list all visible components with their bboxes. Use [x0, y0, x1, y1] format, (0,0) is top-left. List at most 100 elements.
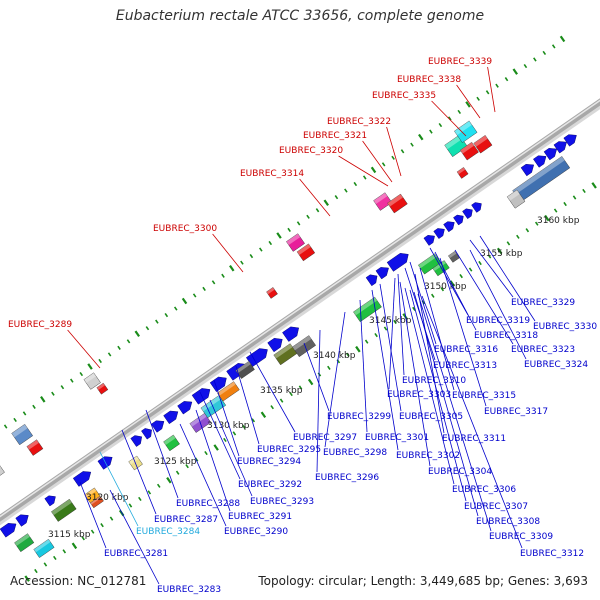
scale-label: 3160 kbp [537, 216, 580, 226]
feature-block-top-shape [473, 135, 493, 154]
feature-block-top-shape [26, 439, 44, 456]
gene-label-bottom: EUBREC_3309 [489, 532, 553, 542]
gene-arrow-shape [443, 221, 455, 233]
gene-label-bottom: EUBREC_3283 [157, 585, 221, 595]
scale-tick [563, 201, 567, 207]
scale-tick [582, 188, 586, 194]
gene-label-bottom: EUBREC_3318 [474, 331, 538, 341]
leader-line [431, 100, 467, 137]
gene-label-bottom: EUBREC_3295 [257, 445, 321, 455]
scale-tick [213, 444, 219, 451]
scale-label: 3155 kbp [480, 249, 523, 259]
scale-tick [306, 214, 310, 219]
gene-label-bottom: EUBREC_3298 [323, 448, 387, 458]
feature-block-shine [273, 343, 293, 359]
leader-line [199, 391, 241, 480]
gene-label-bottom: EUBREC_3311 [442, 434, 506, 444]
gene-label-bottom: EUBREC_3315 [452, 391, 516, 401]
scale-tick [251, 418, 256, 423]
feature-block-top [387, 193, 408, 214]
scale-ring-ticks [3, 35, 597, 582]
gene-arrow-shape [163, 410, 179, 425]
gene-label-top: EUBREC_3338 [397, 75, 461, 85]
gene-arrow [433, 228, 445, 239]
gene-arrow-shape [191, 388, 211, 405]
feature-block-shape [14, 533, 35, 553]
gene-label-bottom: EUBREC_3293 [250, 497, 314, 507]
gene-arrow-shape [72, 471, 92, 487]
gene-arrow [543, 148, 558, 161]
scale-tick [117, 345, 121, 350]
genome-backbone [0, 98, 600, 522]
leader-line [487, 66, 496, 113]
gene-label-top: EUBREC_3289 [8, 320, 72, 330]
scale-tick [485, 90, 490, 95]
scale-tick [495, 83, 499, 88]
scale-tick [70, 378, 74, 383]
gene-arrow [177, 401, 193, 415]
scale-tick [249, 254, 254, 259]
scale-tick [553, 208, 558, 213]
scale-tick [13, 417, 17, 423]
gene-arrow [443, 221, 455, 233]
scale-tick [542, 50, 547, 56]
gene-label-bottom: EUBREC_3307 [464, 502, 528, 512]
feature-block-top-shine [454, 120, 472, 136]
feature-block [163, 434, 180, 452]
gene-label-bottom: EUBREC_3299 [327, 412, 391, 422]
scale-tick [71, 542, 78, 550]
scale-label: 3125 kbp [154, 457, 197, 467]
leader-line [316, 329, 321, 473]
gene-label-bottom: EUBREC_3290 [224, 527, 288, 537]
feature-block-top-shape [296, 243, 316, 262]
scale-tick [523, 63, 528, 69]
scale-tick [109, 516, 114, 521]
scale-tick [355, 345, 361, 353]
gene-arrow [423, 235, 435, 246]
scale-tick [400, 149, 405, 154]
scale-tick [465, 101, 471, 108]
gene-label-bottom: EUBREC_3312 [520, 549, 584, 559]
scale-tick [90, 529, 95, 534]
gene-label-bottom: EUBREC_3316 [434, 345, 498, 355]
gene-label-bottom: EUBREC_3288 [176, 499, 240, 509]
gene-arrow [163, 410, 179, 425]
feature-block-top-shape [373, 192, 393, 211]
scale-tick [364, 339, 369, 344]
gene-label-bottom: EUBREC_3313 [433, 361, 497, 371]
feature-block-shape [163, 434, 180, 452]
feature-block [292, 335, 316, 358]
gene-arrow [520, 164, 534, 177]
gene-label-bottom: EUBREC_3287 [154, 515, 218, 525]
gene-arrow-shape [44, 495, 56, 507]
scale-tick [476, 96, 480, 101]
gene-label-bottom: EUBREC_3292 [238, 480, 302, 490]
scale-tick [429, 129, 433, 134]
gene-arrow [141, 428, 152, 440]
feature-block-shine [51, 499, 72, 516]
gene-arrow [462, 208, 473, 219]
scale-tick [268, 240, 273, 246]
gene-arrow-shape [553, 141, 567, 154]
scale-tick [431, 293, 435, 298]
feature-block-shine [128, 456, 139, 465]
feature-block-shine [448, 251, 457, 259]
scale-tick [145, 326, 150, 331]
scale-tick [34, 568, 38, 574]
scale-tick [572, 195, 577, 200]
gene-arrow [97, 456, 113, 470]
scale-tick [100, 523, 104, 528]
feature-block-shine [418, 253, 437, 269]
leader-line [212, 233, 244, 273]
gene-arrow [130, 435, 143, 447]
scale-label: 3135 kbp [260, 386, 303, 396]
scale-tick [166, 477, 172, 484]
scale-tick [525, 228, 530, 233]
leader-line [413, 291, 479, 517]
scale-label: 3150 kbp [424, 282, 467, 292]
gene-arrow-shape [533, 155, 547, 168]
scale-tick [204, 450, 208, 456]
scale-label: 3115 kbp [48, 530, 91, 540]
feature-block-top [26, 439, 44, 456]
scale-tick [334, 195, 339, 200]
